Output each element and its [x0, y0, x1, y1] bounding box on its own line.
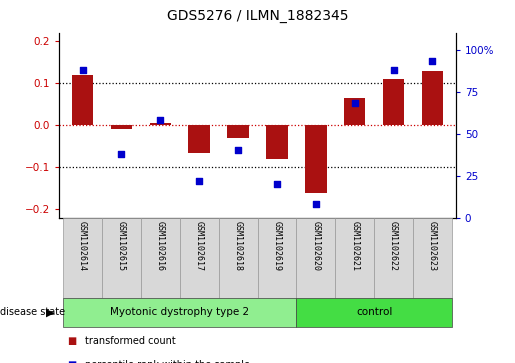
Bar — [219, 218, 258, 298]
Text: GSM1102619: GSM1102619 — [272, 221, 281, 271]
Text: ■: ■ — [67, 360, 77, 363]
Text: GSM1102623: GSM1102623 — [428, 221, 437, 271]
Bar — [383, 79, 404, 125]
Text: GSM1102622: GSM1102622 — [389, 221, 398, 271]
Text: GSM1102615: GSM1102615 — [117, 221, 126, 271]
Bar — [374, 218, 413, 298]
Bar — [258, 218, 296, 298]
Point — [78, 67, 87, 73]
Text: GSM1102617: GSM1102617 — [195, 221, 204, 271]
Text: GDS5276 / ILMN_1882345: GDS5276 / ILMN_1882345 — [167, 9, 348, 23]
Bar — [227, 125, 249, 138]
Bar — [305, 125, 327, 192]
Point — [351, 101, 359, 106]
Text: GSM1102620: GSM1102620 — [311, 221, 320, 271]
Bar — [413, 218, 452, 298]
Text: GSM1102621: GSM1102621 — [350, 221, 359, 271]
Text: percentile rank within the sample: percentile rank within the sample — [85, 360, 250, 363]
Text: control: control — [356, 307, 392, 317]
Point — [273, 181, 281, 187]
Bar — [344, 98, 365, 125]
Text: ■: ■ — [67, 336, 77, 346]
Point — [234, 148, 242, 154]
Bar — [296, 298, 452, 327]
Bar — [102, 218, 141, 298]
Text: Myotonic dystrophy type 2: Myotonic dystrophy type 2 — [110, 307, 249, 317]
Text: transformed count: transformed count — [85, 336, 176, 346]
Point — [389, 67, 398, 73]
Bar — [422, 70, 443, 125]
Text: GSM1102614: GSM1102614 — [78, 221, 87, 271]
Bar — [296, 218, 335, 298]
Text: GSM1102616: GSM1102616 — [156, 221, 165, 271]
Point — [117, 151, 126, 157]
Point — [156, 117, 164, 123]
Bar — [335, 218, 374, 298]
Point — [428, 58, 437, 64]
Bar — [141, 218, 180, 298]
Text: GSM1102618: GSM1102618 — [234, 221, 243, 271]
Bar — [180, 218, 219, 298]
Point — [195, 178, 203, 184]
Bar — [72, 75, 93, 125]
Point — [312, 201, 320, 207]
Bar — [266, 125, 288, 159]
Bar — [63, 218, 102, 298]
Bar — [188, 125, 210, 152]
Text: ▶: ▶ — [45, 307, 54, 317]
Bar — [150, 123, 171, 125]
Bar — [111, 125, 132, 130]
Bar — [63, 298, 296, 327]
Text: disease state: disease state — [0, 307, 65, 317]
